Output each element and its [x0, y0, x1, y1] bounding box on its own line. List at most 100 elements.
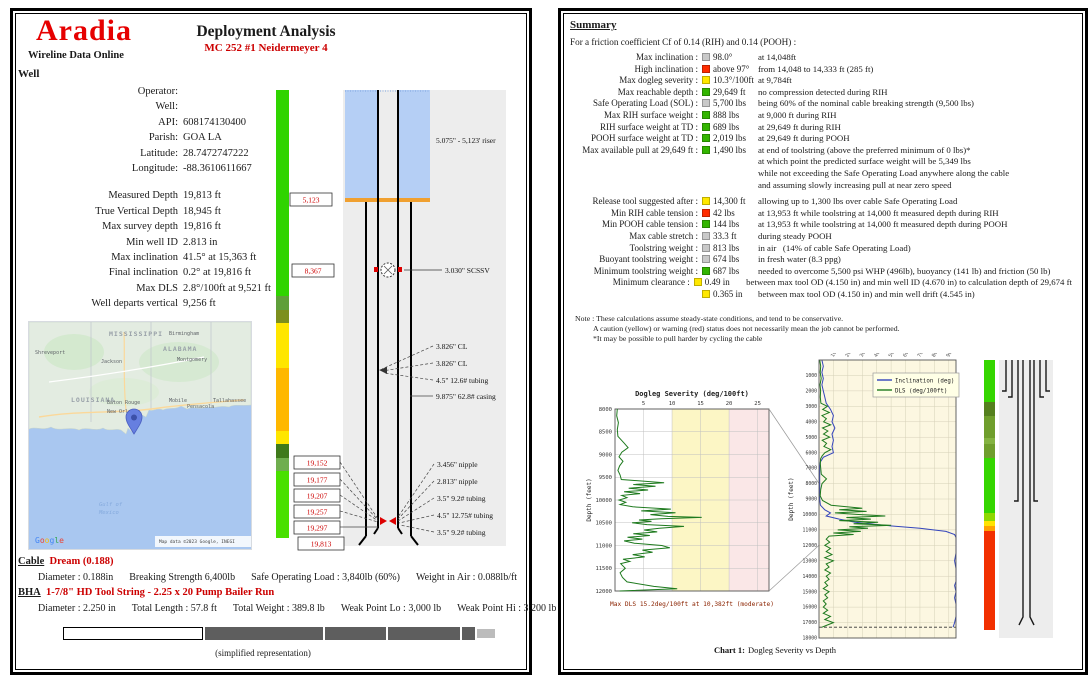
- depth-box-riser: 5,123: [303, 196, 320, 205]
- status-box-gray: [702, 231, 710, 240]
- map-pin-icon[interactable]: [125, 408, 143, 435]
- svg-text:18000: 18000: [803, 636, 818, 642]
- depth-stack-label: 19,152: [307, 459, 328, 468]
- svg-text:15: 15: [697, 401, 704, 407]
- summary-label: Minimum toolstring weight :: [593, 265, 698, 276]
- depth-stack-label: 19,813: [311, 540, 332, 549]
- info-label: Max DLS: [136, 282, 178, 294]
- well-info: Operator: Well: API: 608174130400 Parish: GOA…: [23, 84, 271, 312]
- page-title: Deployment Analysis: [196, 23, 336, 40]
- chart2-ylabel: Depth (feet): [788, 477, 795, 520]
- summary-desc: between max tool OD (4.150 in) and min w…: [746, 277, 1072, 289]
- detail-item: Weak Point Hi : 3,200 lb: [457, 603, 557, 614]
- svg-text:10500: 10500: [595, 521, 612, 527]
- zoom-connector-top: [768, 408, 820, 484]
- summary-desc-line: in fresh water (8.3 ppg): [758, 254, 841, 265]
- map-label-city: Birmingham: [169, 331, 199, 337]
- map-label-city: Jackson: [101, 359, 122, 365]
- svg-text:40: 40: [873, 353, 881, 359]
- summary-value: 42 lbs: [702, 208, 758, 220]
- map-road: [48, 356, 205, 383]
- info-label: Well:: [155, 101, 178, 113]
- summary-desc: at 14,048ft: [758, 52, 1072, 64]
- summary-value: 2,019 lbs: [702, 133, 758, 145]
- summary-row: RIH surface weight at TD : 689 lbs at 29,6…: [570, 122, 1072, 134]
- svg-text:8500: 8500: [599, 430, 612, 436]
- doc-header: Deployment Analysis MC 252 #1 Neidermeye…: [141, 23, 391, 54]
- summary-value: 29,649 ft: [702, 87, 758, 99]
- svg-text:70: 70: [916, 353, 924, 359]
- info-row: Latitude: 28.7472747222: [23, 146, 271, 161]
- chart1-caption: Max DLS 15.2deg/100ft at 10,382ft (moder…: [610, 601, 774, 608]
- status-box-green: [702, 220, 710, 229]
- summary-row: POOH surface weight at TD : 2,019 lbs at 2…: [570, 133, 1072, 145]
- svg-text:10: 10: [669, 401, 676, 407]
- summary-desc-line: between max tool OD (4.150 in) and min w…: [746, 277, 1072, 288]
- summary-desc-line: at 9,784ft: [758, 75, 792, 86]
- summary-desc-line: at 13,953 ft while toolstring at 14,000 …: [758, 219, 1008, 230]
- summary-desc: no compression detected during RIH: [758, 87, 1072, 99]
- info-value: 19,816 ft: [183, 221, 221, 233]
- summary-desc-line: allowing up to 1,300 lbs over cable Safe…: [758, 196, 958, 207]
- svg-text:9500: 9500: [599, 475, 612, 481]
- summary-label: Max inclination :: [636, 52, 698, 62]
- bottom-annotations: 3.456" nipple 2.813" nipple 3.5" 9.2# tu…: [397, 460, 493, 537]
- svg-text:60: 60: [902, 353, 910, 359]
- summary-desc-line: at end of toolstring (above the preferre…: [758, 144, 971, 155]
- detail-item: Weight in Air : 0.088lb/ft: [415, 572, 518, 583]
- summary-value: 1,490 lbs: [702, 145, 758, 191]
- info-row: Well departs vertical 9,256 ft: [23, 296, 271, 311]
- status-box-yellow: [702, 76, 710, 85]
- map-highway: [38, 399, 245, 418]
- status-box-red: [702, 64, 710, 73]
- status-box-green: [702, 122, 710, 131]
- info-label: Min well ID: [126, 236, 178, 248]
- map-label-city: Montgomery: [177, 357, 207, 363]
- summary-row: Minimum toolstring weight : 687 lbs needed…: [570, 266, 1072, 278]
- map-label-city: Shreveport: [35, 350, 65, 356]
- svg-text:9000: 9000: [599, 452, 612, 458]
- summary-label: Buoyant toolstring weight :: [599, 254, 698, 265]
- riser-label: 5.075" - 5,123' riser: [436, 136, 496, 145]
- cable-heading: Cable: [18, 556, 45, 567]
- svg-text:80: 80: [931, 353, 939, 359]
- summary-desc-line: from 14,048 to 14,333 ft (285 ft): [758, 63, 874, 74]
- location-map[interactable]: MISSISSIPPI ALABAMA LOUISIANA Shreveport…: [28, 321, 252, 550]
- depth-stack-label: 19,177: [307, 476, 328, 485]
- toolstring-segment: [205, 627, 323, 640]
- summary-row: 0.365 in between max tool OD (4.150 in) a…: [570, 289, 1072, 301]
- note-line: A caution (yellow) or warning (red) stat…: [593, 324, 900, 334]
- info-label: Parish:: [148, 132, 178, 144]
- summary-label: Release tool suggested after :: [592, 196, 698, 207]
- status-box-gray: [702, 255, 710, 264]
- page-right-frame: [563, 13, 1083, 670]
- scssv-label: 3.030" SCSSV: [445, 266, 490, 275]
- info-label: Max inclination: [111, 252, 178, 264]
- info-row: Max survey depth 19,816 ft: [23, 219, 271, 234]
- summary-value: 674 lbs: [702, 254, 758, 266]
- bha-name: 1-7/8" HD Tool String - 2.25 x 20 Pump B…: [46, 587, 275, 598]
- summary-label: Minimum clearance :: [612, 277, 690, 288]
- status-box-yellow: [693, 278, 702, 287]
- mini-well-schematic: [999, 360, 1053, 638]
- svg-text:13000: 13000: [803, 558, 818, 564]
- map-graphic: MISSISSIPPI ALABAMA LOUISIANA Shreveport…: [28, 321, 252, 549]
- status-box-gray: [702, 243, 710, 252]
- info-spacer: [23, 176, 271, 188]
- svg-text:4000: 4000: [805, 419, 817, 425]
- summary-label: Max reachable depth :: [617, 86, 698, 97]
- summary-label: [570, 289, 698, 301]
- summary-desc: being 60% of the nominal cable breaking …: [758, 98, 1072, 110]
- info-value: 9,256 ft: [183, 298, 216, 310]
- info-value: 2.813 in: [183, 236, 218, 248]
- svg-text:7000: 7000: [805, 466, 817, 472]
- mid-annotations: 3.826" CL 3.826" CL 4.5" 12.6# tubing 9.…: [379, 342, 496, 401]
- summary-value: 0.49 in: [693, 277, 746, 289]
- summary-value: 888 lbs: [702, 110, 758, 122]
- summary-row: Max reachable depth : 29,649 ft no compres…: [570, 87, 1072, 99]
- map-attribution-bar: [155, 536, 251, 547]
- google-logo: Google: [35, 536, 64, 545]
- summary-value: 98.0°: [702, 52, 758, 64]
- status-box-green: [702, 110, 710, 119]
